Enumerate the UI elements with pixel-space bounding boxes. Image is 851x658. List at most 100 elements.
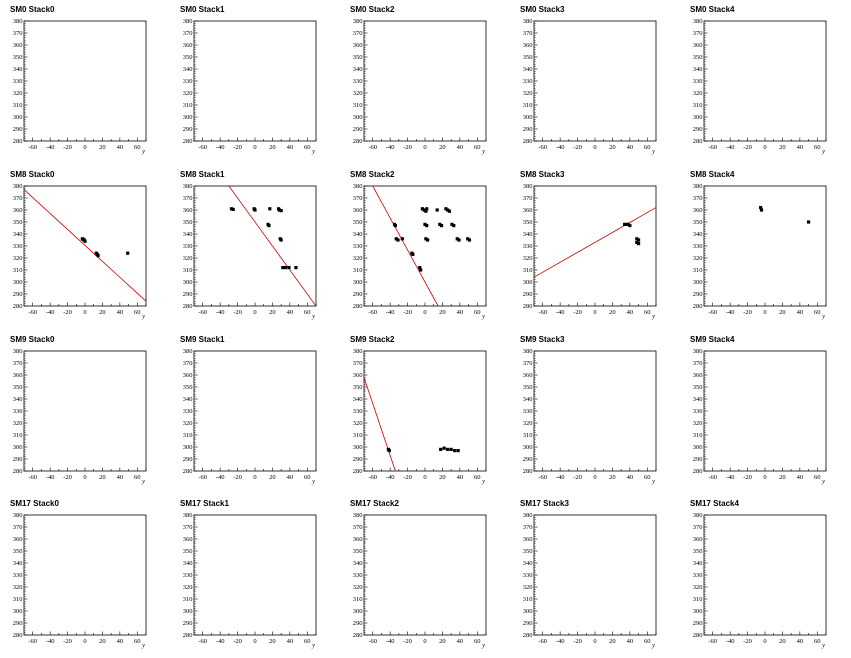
x-axis-label: y xyxy=(481,642,485,649)
x-tick-label: 20 xyxy=(439,638,446,645)
y-tick-label: 370 xyxy=(353,360,363,367)
plot-panel: SM9 Stack3 -60 -40 -20 0 20 40 60 y 280 290 300 310 3… xyxy=(510,330,680,494)
y-tick-label: 330 xyxy=(183,78,193,85)
fit-line xyxy=(534,207,656,278)
y-tick-label: 340 xyxy=(693,231,703,238)
y-tick-label: 350 xyxy=(353,219,363,226)
panel-plot: -60 -40 -20 0 20 40 60y 280 290 300 310 320 330 340 35… xyxy=(693,183,827,320)
data-point xyxy=(411,252,415,256)
panel-title: SM0 Stack0 xyxy=(10,5,55,14)
fit-line xyxy=(364,377,396,471)
y-tick-label: 340 xyxy=(183,231,193,238)
data-point xyxy=(279,238,283,242)
plot-frame xyxy=(193,20,317,142)
y-tick-label: 310 xyxy=(523,267,533,274)
x-tick-label: -40 xyxy=(726,309,735,316)
y-tick-label: 350 xyxy=(353,384,363,391)
panel-plot: -60 -40 -20 0 20 40 60y 280 290 300 310 320 330 340 35… xyxy=(693,348,827,485)
x-tick-label: 60 xyxy=(134,309,141,316)
y-tick-label: 320 xyxy=(523,255,533,262)
data-point xyxy=(446,447,450,451)
x-tick-label: 0 xyxy=(83,474,86,481)
plot-frame xyxy=(23,20,147,142)
y-tick-label: 280 xyxy=(693,138,703,145)
x-tick-label: -40 xyxy=(46,474,55,481)
x-tick-label: 40 xyxy=(627,309,634,316)
y-tick-label: 370 xyxy=(523,30,533,37)
y-tick-label: 370 xyxy=(13,360,23,367)
x-tick-label: 20 xyxy=(779,474,786,481)
y-tick-label: 300 xyxy=(13,279,23,286)
x-tick-label: 40 xyxy=(457,144,464,151)
plot-panel: SM9 Stack1 -60 -40 -20 0 20 40 60 y 280 290 300 310 3… xyxy=(170,330,340,494)
y-tick-label: 380 xyxy=(183,18,193,25)
plot-panel: SM0 Stack3 -60 -40 -20 0 20 40 60 y 280 290 300 310 3… xyxy=(510,0,680,164)
x-tick-label: 0 xyxy=(253,309,256,316)
y-tick-label: 280 xyxy=(693,632,703,639)
data-point xyxy=(400,237,404,241)
x-tick-label: 0 xyxy=(593,474,596,481)
panel-title: SM9 Stack3 xyxy=(520,335,565,344)
y-tick-label: 370 xyxy=(693,360,703,367)
plot-panel: SM8 Stack4 -60 -40 -20 0 20 40 60 y 280 290 300 310 3… xyxy=(680,165,850,329)
x-tick-label: -60 xyxy=(368,474,377,481)
y-tick-label: 280 xyxy=(693,468,703,475)
y-tick-label: 360 xyxy=(13,536,23,543)
y-tick-label: 370 xyxy=(693,524,703,531)
x-axis-label: y xyxy=(821,642,825,649)
x-tick-label: -20 xyxy=(63,474,72,481)
panel-plot: -60 -40 -20 0 20 40 60y 280 290 300 310 320 330 340 35… xyxy=(183,512,317,649)
x-tick-label: 40 xyxy=(797,474,804,481)
panel-plot: -60 -40 -20 0 20 40 60y 280 290 300 310 320 330 340 35… xyxy=(523,512,657,649)
data-point xyxy=(623,222,627,226)
y-tick-label: 310 xyxy=(353,432,363,439)
x-tick-label: 0 xyxy=(763,474,766,481)
y-tick-label: 380 xyxy=(183,348,193,355)
panel-plot: -60 -40 -20 0 20 40 60y 280 290 300 310 320 330 340 35… xyxy=(353,348,487,485)
x-tick-label: 60 xyxy=(474,638,481,645)
data-point xyxy=(422,208,426,212)
y-tick-label: 360 xyxy=(353,207,363,214)
panel-plot: -60 -40 -20 0 20 40 60y 280 290 300 310 320 330 340 35… xyxy=(13,183,147,320)
y-tick-label: 290 xyxy=(693,456,703,463)
data-point xyxy=(419,268,423,272)
plot-panel: SM8 Stack2 -60 -40 -20 0 20 40 60 y 280 290 300 310 3… xyxy=(340,165,510,329)
y-tick-label: 350 xyxy=(353,548,363,555)
panel-title: SM9 Stack1 xyxy=(180,335,225,344)
x-tick-label: 60 xyxy=(134,474,141,481)
y-tick-label: 340 xyxy=(693,396,703,403)
x-tick-label: -40 xyxy=(726,144,735,151)
x-tick-label: 0 xyxy=(83,309,86,316)
y-tick-label: 300 xyxy=(353,608,363,615)
y-tick-label: 330 xyxy=(523,572,533,579)
y-tick-label: 350 xyxy=(183,54,193,61)
y-tick-label: 300 xyxy=(353,279,363,286)
y-tick-label: 300 xyxy=(13,444,23,451)
y-tick-label: 300 xyxy=(353,444,363,451)
data-point xyxy=(439,447,443,451)
y-tick-label: 280 xyxy=(353,468,363,475)
data-point xyxy=(268,207,272,211)
x-tick-label: 20 xyxy=(609,309,616,316)
x-tick-label: 0 xyxy=(763,309,766,316)
plot-frame xyxy=(703,350,827,472)
y-tick-label: 370 xyxy=(353,195,363,202)
plot-frame xyxy=(23,350,147,472)
data-point xyxy=(759,208,764,212)
y-tick-label: 320 xyxy=(183,255,193,262)
x-tick-label: 20 xyxy=(99,474,106,481)
y-tick-label: 370 xyxy=(183,195,193,202)
y-tick-label: 360 xyxy=(693,536,703,543)
y-tick-label: 280 xyxy=(693,303,703,310)
data-point xyxy=(452,224,456,228)
data-point xyxy=(283,266,288,270)
y-tick-label: 370 xyxy=(183,524,193,531)
x-axis-label: y xyxy=(821,148,825,155)
plot-frame xyxy=(533,350,657,472)
panel-title: SM17 Stack2 xyxy=(350,499,399,508)
y-tick-label: 360 xyxy=(183,42,193,49)
x-tick-label: 20 xyxy=(439,309,446,316)
x-tick-label: 40 xyxy=(627,144,634,151)
y-tick-label: 310 xyxy=(183,432,193,439)
y-tick-label: 290 xyxy=(353,126,363,133)
